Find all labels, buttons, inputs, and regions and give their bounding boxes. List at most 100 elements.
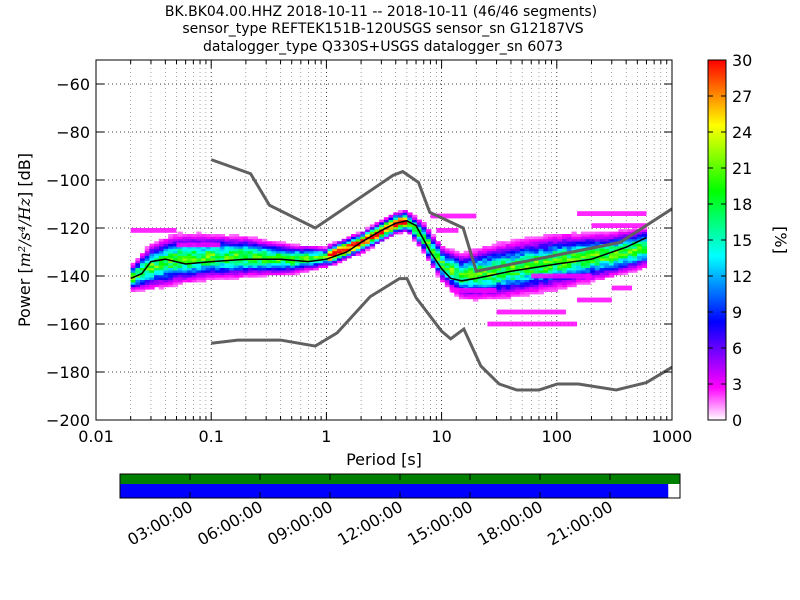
ppsd-cell bbox=[501, 294, 507, 297]
ppsd-cell bbox=[566, 238, 573, 242]
ppsd-cell bbox=[472, 279, 479, 283]
ppsd-cell bbox=[182, 250, 188, 254]
ppsd-cell bbox=[360, 248, 366, 252]
ppsd-cell bbox=[130, 262, 136, 266]
ppsd-cell bbox=[519, 253, 526, 256]
ppsd-cell bbox=[261, 267, 268, 271]
ppsd-cell bbox=[332, 248, 338, 252]
ppsd-cell bbox=[632, 236, 638, 240]
ppsd-cell bbox=[158, 270, 165, 273]
ppsd-cell bbox=[130, 284, 136, 288]
ppsd-cell bbox=[430, 236, 437, 240]
ppsd-cell bbox=[196, 246, 202, 249]
ppsd-cell bbox=[421, 231, 427, 235]
ppsd-cell bbox=[182, 265, 188, 268]
ppsd-cell bbox=[210, 236, 216, 240]
ppsd-cell bbox=[641, 262, 648, 266]
ppsd-cell bbox=[510, 265, 516, 268]
ppsd-cell bbox=[219, 255, 226, 259]
ppsd-cell bbox=[412, 217, 418, 220]
ppsd-cell bbox=[468, 294, 474, 297]
ppsd-cell bbox=[491, 277, 498, 280]
ppsd-cell bbox=[186, 260, 193, 264]
ppsd-cell bbox=[144, 250, 151, 254]
ppsd-cell bbox=[332, 262, 338, 266]
ppsd-cell bbox=[594, 272, 601, 276]
ppsd-cell bbox=[501, 277, 507, 280]
colorbar-tick-label: 6 bbox=[732, 339, 742, 358]
ppsd-cell bbox=[444, 253, 451, 256]
ppsd-cell bbox=[416, 236, 422, 240]
ppsd-cell bbox=[163, 253, 169, 256]
ppsd-cell bbox=[524, 284, 530, 288]
ppsd-cell bbox=[144, 246, 151, 249]
ppsd-cell bbox=[186, 234, 193, 237]
ppsd-cell bbox=[482, 270, 488, 273]
ppsd-cell bbox=[229, 274, 235, 278]
ppsd-cell bbox=[219, 258, 226, 261]
ppsd-cell bbox=[501, 260, 507, 264]
ppsd-cell bbox=[562, 255, 568, 259]
ppsd-cell bbox=[172, 267, 179, 271]
ppsd-cell bbox=[585, 238, 591, 242]
ppsd-cell bbox=[571, 255, 577, 259]
ppsd-cell bbox=[519, 274, 526, 278]
ppsd-cell bbox=[243, 262, 249, 266]
ppsd-cell bbox=[304, 267, 310, 271]
ppsd-cell bbox=[172, 248, 179, 252]
ppsd-cell bbox=[477, 260, 483, 264]
ppsd-cell bbox=[285, 248, 291, 252]
ppsd-cell bbox=[491, 246, 498, 249]
ppsd-cell bbox=[491, 250, 498, 254]
ppsd-cell bbox=[618, 246, 624, 249]
ppsd-cell bbox=[154, 277, 160, 280]
ppsd-cell bbox=[351, 238, 357, 242]
ppsd-cell bbox=[186, 255, 193, 259]
ppsd-cell bbox=[590, 277, 596, 280]
ppsd-cell bbox=[580, 253, 587, 256]
ppsd-cell bbox=[608, 236, 615, 240]
ppsd-cell bbox=[177, 236, 183, 240]
ppsd-cell bbox=[201, 277, 207, 280]
ppsd-cell bbox=[505, 296, 512, 300]
ppsd-cell bbox=[552, 241, 558, 244]
ppsd-cell bbox=[571, 248, 577, 252]
ppsd-cell bbox=[608, 274, 615, 278]
ppsd-cell bbox=[571, 246, 577, 249]
ppsd-cell bbox=[538, 262, 544, 266]
ppsd-cell bbox=[590, 231, 596, 235]
ppsd-cell bbox=[182, 253, 188, 256]
ppsd-cell bbox=[444, 260, 451, 264]
ppsd-cell bbox=[510, 243, 516, 247]
ppsd-cell bbox=[205, 277, 211, 280]
ppsd-cell bbox=[369, 224, 376, 228]
ppsd-cell bbox=[351, 250, 357, 254]
ppsd-cell bbox=[261, 272, 268, 276]
ppsd-cell bbox=[336, 241, 343, 244]
ppsd-cell bbox=[524, 246, 530, 249]
ppsd-cell bbox=[482, 246, 488, 249]
ppsd-cell bbox=[144, 282, 151, 285]
ppsd-cell bbox=[135, 262, 141, 266]
ppsd-cell bbox=[158, 246, 165, 249]
ppsd-cell bbox=[191, 274, 197, 278]
ppsd-cell bbox=[149, 243, 155, 247]
ppsd-cell bbox=[562, 243, 568, 247]
timeline-tick-label: 15:00:00 bbox=[404, 497, 476, 549]
ppsd-cell bbox=[201, 262, 207, 266]
ppsd-cell bbox=[571, 241, 577, 244]
ppsd-cell bbox=[238, 260, 244, 264]
ppsd-cell bbox=[533, 262, 540, 266]
ppsd-cell bbox=[219, 236, 226, 240]
ppsd-outlier-segment bbox=[450, 288, 497, 293]
ppsd-cell bbox=[590, 234, 596, 237]
ppsd-cell bbox=[519, 255, 526, 259]
ppsd-cell bbox=[426, 241, 432, 244]
ppsd-cell bbox=[257, 267, 263, 271]
ppsd-cell bbox=[440, 274, 446, 278]
ppsd-cell bbox=[510, 272, 516, 276]
ppsd-cell bbox=[158, 253, 165, 256]
ppsd-cell bbox=[594, 270, 601, 273]
ppsd-cell bbox=[472, 258, 479, 261]
ppsd-cell bbox=[510, 284, 516, 288]
